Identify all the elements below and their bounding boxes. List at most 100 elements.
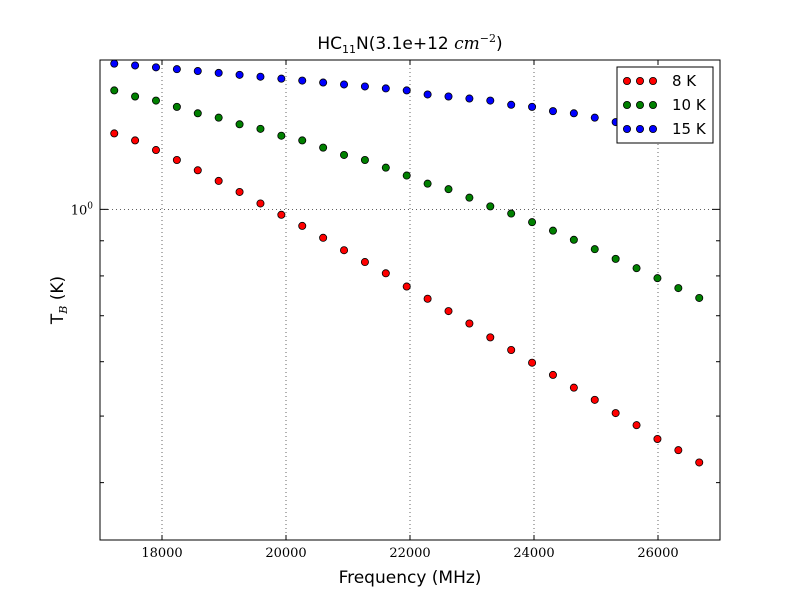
data-point — [590, 395, 599, 404]
title-density-unit: cm — [454, 34, 480, 54]
legend-label: 10 K — [672, 96, 707, 114]
data-point — [277, 131, 286, 140]
data-point — [131, 136, 140, 145]
data-point — [131, 61, 140, 70]
data-point — [632, 421, 641, 430]
data-point — [444, 307, 453, 316]
data-point — [548, 107, 557, 116]
data-point — [151, 146, 160, 155]
legend-entries: 8 K 10 K 15 K — [623, 72, 707, 138]
data-point — [256, 199, 265, 208]
data-point — [360, 258, 369, 267]
data-point — [172, 102, 181, 111]
title-molecule: HC — [317, 34, 342, 54]
title-suffix: N — [356, 34, 369, 54]
title-density-open: (3.1e+12 — [369, 34, 454, 54]
chart-title: HC11N(3.1e+12 cm−2) — [317, 32, 502, 56]
data-point — [193, 67, 202, 76]
legend-label: 8 K — [672, 72, 697, 90]
title-density-close: ) — [496, 34, 503, 54]
data-point — [214, 176, 223, 185]
series-10-k — [110, 86, 704, 302]
data-point — [298, 136, 307, 145]
legend: 8 K 10 K 15 K — [616, 66, 714, 144]
data-point — [298, 221, 307, 230]
x-tick-label: 26000 — [637, 546, 678, 561]
data-point — [110, 86, 119, 95]
legend-box — [616, 66, 714, 144]
title-subscript: 11 — [342, 43, 356, 56]
data-point — [277, 210, 286, 219]
x-tick-label: 20000 — [265, 546, 306, 561]
data-point — [151, 96, 160, 105]
data-point — [381, 163, 390, 172]
legend-marker — [649, 101, 658, 110]
data-point — [465, 193, 474, 202]
data-point — [653, 274, 662, 283]
data-point — [319, 78, 328, 87]
plot-frame — [99, 59, 721, 541]
data-point — [151, 63, 160, 72]
data-point — [110, 129, 119, 138]
data-point — [590, 245, 599, 254]
data-point — [340, 80, 349, 89]
data-point — [507, 346, 516, 355]
title-density-exp: −2 — [480, 32, 496, 45]
data-point — [695, 458, 704, 467]
data-point — [632, 264, 641, 273]
y-axis-label: TB (K) — [48, 276, 70, 325]
legend-marker — [623, 101, 632, 110]
data-point — [465, 319, 474, 328]
data-point — [235, 187, 244, 196]
data-point — [172, 155, 181, 164]
data-point — [695, 293, 704, 302]
legend-marker — [649, 125, 658, 134]
data-point — [193, 109, 202, 118]
data-point — [277, 74, 286, 83]
data-point — [486, 333, 495, 342]
y-label-subscript: B — [57, 306, 70, 315]
data-point — [110, 59, 119, 68]
data-point — [381, 84, 390, 93]
legend-entry: 8 K — [623, 72, 697, 90]
data-point — [340, 150, 349, 159]
data-point — [674, 446, 683, 455]
data-point — [423, 179, 432, 188]
data-point — [193, 166, 202, 175]
data-point — [360, 82, 369, 91]
grid — [100, 60, 720, 540]
data-point — [590, 113, 599, 122]
data-point — [423, 294, 432, 303]
legend-label: 15 K — [672, 120, 707, 138]
data-point — [256, 72, 265, 81]
x-tick-label: 18000 — [141, 546, 182, 561]
data-point — [507, 100, 516, 109]
data-point — [423, 90, 432, 99]
data-point — [674, 284, 683, 293]
legend-marker — [649, 77, 658, 86]
data-point — [548, 226, 557, 235]
data-point — [444, 185, 453, 194]
data-point — [402, 171, 411, 180]
data-point — [507, 209, 516, 218]
x-axis-label: Frequency (MHz) — [339, 568, 482, 588]
data-point — [402, 86, 411, 95]
data-point — [256, 124, 265, 133]
data-point — [381, 269, 390, 278]
data-point — [340, 246, 349, 255]
data-point — [611, 409, 620, 418]
data-point — [465, 94, 474, 103]
data-point — [319, 233, 328, 242]
data-point — [444, 92, 453, 101]
data-point — [172, 65, 181, 74]
data-point — [486, 96, 495, 105]
y-label-suffix: (K) — [48, 276, 68, 306]
ticks: 18000 20000 22000 24000 26000 100 — [71, 60, 720, 561]
legend-entry: 10 K — [623, 96, 707, 114]
y-label-main: T — [48, 313, 68, 325]
data-point — [298, 76, 307, 85]
data-point — [235, 120, 244, 129]
data-point — [548, 370, 557, 379]
legend-marker — [636, 77, 645, 86]
